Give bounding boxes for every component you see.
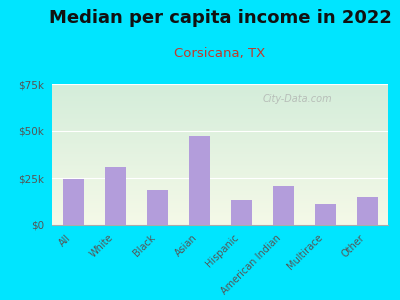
Text: Corsicana, TX: Corsicana, TX [174,46,266,59]
Bar [272,185,294,225]
Bar [230,200,252,225]
Bar [104,167,126,225]
Text: City-Data.com: City-Data.com [262,94,332,104]
Bar [146,190,168,225]
Bar [356,197,378,225]
Bar [188,136,210,225]
Bar [314,204,336,225]
Bar [62,179,84,225]
Text: Median per capita income in 2022: Median per capita income in 2022 [48,9,392,27]
